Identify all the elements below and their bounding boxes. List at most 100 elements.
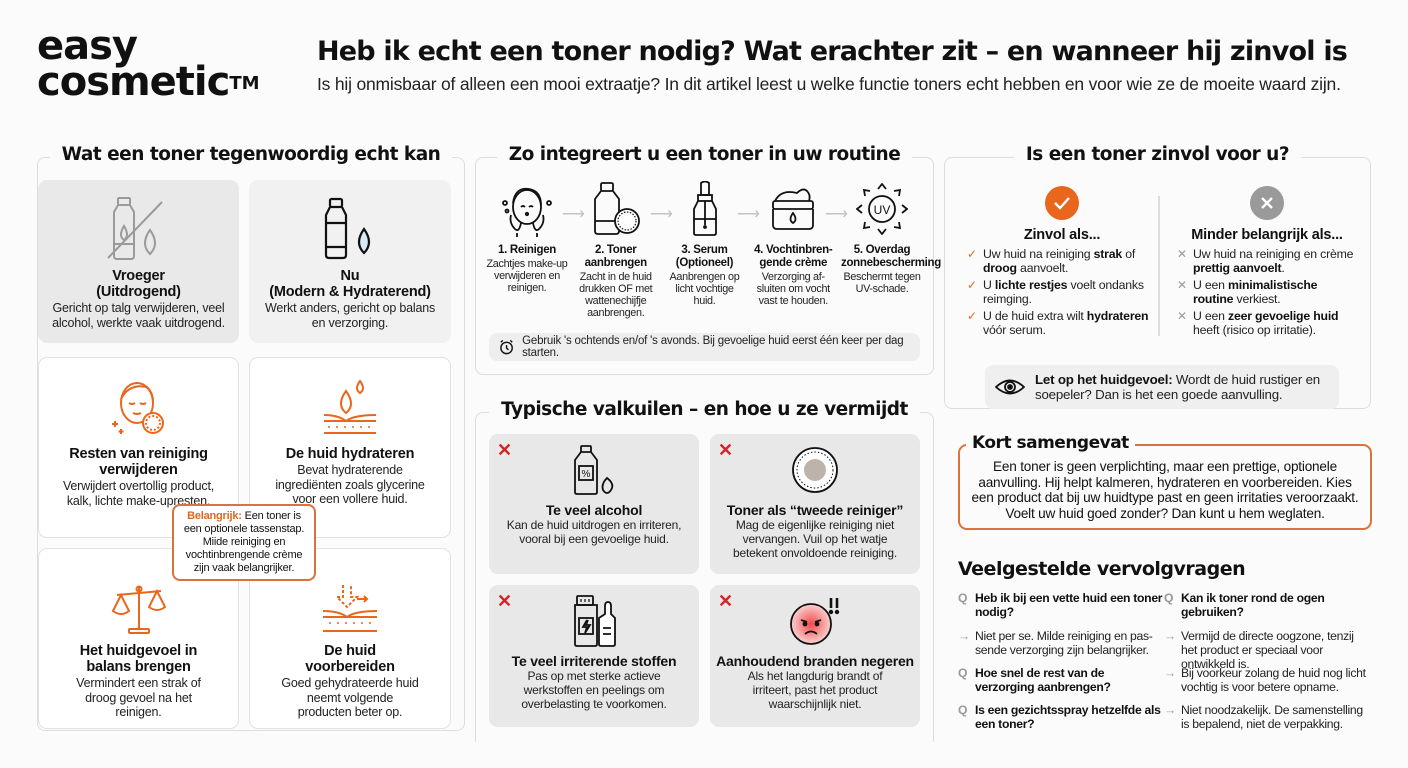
step-arrow-icon: ⟶	[825, 206, 848, 223]
arrow-right-icon: →	[958, 629, 970, 643]
skin-feel-tip: Let op het huidgevoel: Wordt de huid rus…	[985, 365, 1339, 409]
pitfall-text: Kan de huid uitdrogen en irriteren, voor…	[506, 518, 682, 546]
checkmark-icon: ✓	[967, 309, 977, 323]
card-title: verwijderen	[99, 462, 178, 478]
tip-text: Wordt de huid rustiger en soepeler? Dan …	[1035, 372, 1320, 402]
alcohol-bottle-flame-icon: %	[489, 442, 699, 498]
card-title: De huid	[324, 643, 376, 659]
faq-question[interactable]: Q Kan ik toner rond de ogen gebruiken?	[1164, 591, 1325, 619]
irritated-face-icon	[710, 593, 920, 649]
cream-jar-icon	[752, 180, 834, 238]
card-text: Goed gehydrateerde huid neemt volgende p…	[281, 676, 419, 719]
step-title: 2. Toner	[595, 244, 637, 256]
summary-text: Een toner is geen verplichting, maar een…	[971, 459, 1359, 521]
card-text: Gericht op talg verwijderen, veel alcoho…	[52, 301, 225, 330]
question-icon: Q	[958, 703, 968, 717]
step-title: zonnebescherming	[841, 257, 941, 269]
step-title: aanbrengen	[584, 257, 647, 269]
suitability-title: Is een toner zinvol voor u?	[1013, 144, 1302, 165]
pitfall-card: ✕ Te veel irriterende stoffen Pas op met…	[489, 585, 699, 727]
card-title: Vroeger	[112, 268, 165, 284]
active-bottles-icon	[489, 593, 699, 649]
step-title: 4. Vochtinbren-	[754, 244, 833, 256]
cross-icon: ✕	[497, 440, 513, 460]
faq-question[interactable]: Q Heb ik bij een vette huid een toner nod…	[958, 591, 1163, 619]
step-arrow-icon: ⟶	[562, 206, 585, 223]
page-subtitle: Is hij onmisbaar of alleen een mooi extr…	[317, 74, 1341, 94]
step-text: Aanbrengen op licht vochtige huid.	[669, 271, 740, 307]
faq-answer: → Bij voorkeur zolang de huid nog licht v…	[1164, 666, 1366, 694]
skin-hydration-icon	[250, 368, 450, 446]
faq-answer: → Vermijd de directe oogzone, tenzij het …	[1164, 629, 1354, 671]
question-icon: Q	[1164, 591, 1174, 605]
card-title: voorbereiden	[305, 659, 395, 675]
card-title: (Uitdrogend)	[96, 284, 181, 300]
faq-question[interactable]: Q Hoe snel de rest van de verzorging aanb…	[958, 666, 1111, 694]
routine-step: 2. Toner aanbrengen Zacht in de huid dru…	[575, 180, 657, 319]
suitable-item: ✓ Uw huid na reiniging strak of droog aan…	[967, 247, 1136, 275]
routine-step: 1. Reinigen Zachtjes make-up verwijderen…	[486, 180, 568, 319]
tip-label: Let op het huidgevoel:	[1035, 372, 1173, 387]
less-important-column: Minder belangrijk als... ✕ Uw huid na rei…	[1177, 186, 1357, 340]
faq-answer: → Niet noodzakelijk. De samenstelling is …	[1164, 703, 1363, 731]
logo-trademark: TM	[229, 73, 260, 94]
pitfall-card: ✕ Toner als “tweede reiniger” Mag de eig…	[710, 434, 920, 574]
card-text: Vermindert een strak of droog gevoel na …	[76, 676, 201, 719]
pitfall-text: Mag de eigenlijke reiniging niet vervang…	[733, 518, 897, 560]
faq-answer: → Niet per se. Milde reiniging en pas-sen…	[958, 629, 1153, 657]
less-important-item: ✕ U een minimalistische routine verkiest.	[1177, 278, 1318, 306]
pitfall-card: ✕ Aanhoudend branden negeren Als het lan…	[710, 585, 920, 727]
pitfall-title: Toner als “tweede reiniger”	[726, 502, 904, 518]
cross-mark-icon: ✕	[1177, 278, 1187, 292]
crossed-bottle-icon	[38, 190, 239, 268]
important-note: Belangrijk: Een toner is een optionele t…	[172, 504, 316, 581]
step-arrow-icon: ⟶	[650, 206, 673, 223]
step-title: 5. Overdag	[853, 244, 911, 256]
routine-panel: Zo integreert u een toner in uw routine …	[475, 144, 941, 375]
dirty-cotton-pad-icon	[710, 442, 920, 498]
less-important-item: ✕ Uw huid na reiniging en crème prettig a…	[1177, 247, 1354, 275]
cross-mark-icon: ✕	[1177, 247, 1187, 261]
card-text: Bevat hydraterende ingrediënten zoals gl…	[275, 463, 425, 506]
balance-scale-icon	[39, 575, 238, 643]
functions-title: Wat een toner tegenwoordig echt kan	[49, 144, 453, 165]
routine-step: 3. Serum (Optioneel) Aanbrengen op licht…	[664, 180, 746, 319]
arrow-right-icon: →	[1164, 629, 1176, 643]
cross-mark-icon: ✕	[1177, 309, 1187, 323]
less-important-heading: Minder belangrijk als...	[1191, 227, 1343, 243]
column-divider	[1158, 196, 1160, 336]
logo-line-1: easy	[37, 23, 138, 69]
step-text: Zachtjes make-up verwijderen en reinigen…	[486, 258, 568, 294]
arrow-right-icon: →	[1164, 666, 1176, 680]
uv-sun-icon: UV	[841, 180, 923, 238]
card-title: Resten van reiniging	[69, 446, 208, 462]
suitability-panel: Is een toner zinvol voor u? Zinvol als..…	[944, 144, 1371, 409]
alarm-clock-icon	[500, 339, 513, 355]
card-title: balans brengen	[86, 659, 191, 675]
routine-step: UV 5. Overdag zonnebescherming Beschermt…	[841, 180, 941, 319]
suitable-heading: Zinvol als...	[1023, 227, 1101, 243]
routine-tip: Gebruik 's ochtends en/of 's avonds. Bij…	[489, 333, 920, 361]
note-text: Een toner is een optionele tassenstap. M…	[183, 510, 305, 574]
card-title: De huid hydrateren	[285, 446, 415, 462]
pitfall-title: Te veel alcohol	[545, 502, 643, 518]
check-circle-icon	[1045, 186, 1079, 220]
brand-logo[interactable]: easy cosmeticTM	[37, 23, 260, 102]
pitfalls-title: Typische valkuilen – en hoe u ze vermijd…	[489, 399, 920, 420]
card-text: Verwijdert overtollig product, kalk, lic…	[62, 479, 215, 508]
face-cotton-pad-icon	[39, 368, 238, 446]
question-icon: Q	[958, 591, 968, 605]
step-text: Verzorging af-sluiten om vocht vast te h…	[756, 271, 831, 307]
function-card-now: Nu (Modern & Hydraterend) Werkt anders, …	[249, 180, 451, 343]
faq-question[interactable]: Q Is een gezichtsspray hetzelfde als een …	[958, 703, 1161, 731]
logo-line-2: cosmetic	[37, 59, 230, 105]
arrow-right-icon: →	[1164, 703, 1176, 717]
checkmark-icon: ✓	[967, 247, 977, 261]
card-text: Werkt anders, gericht op balans en verzo…	[264, 301, 436, 330]
step-text: Beschermt tegen UV-schade.	[843, 271, 921, 295]
suitable-column: Zinvol als... ✓ Uw huid na reiniging stra…	[967, 186, 1157, 340]
pitfall-title: Te veel irriterende stoffen	[511, 653, 677, 669]
x-circle-icon	[1250, 186, 1284, 220]
pitfall-card: ✕ % Te veel alcohol Kan de huid uitdroge…	[489, 434, 699, 574]
svg-text:%: %	[582, 469, 591, 480]
